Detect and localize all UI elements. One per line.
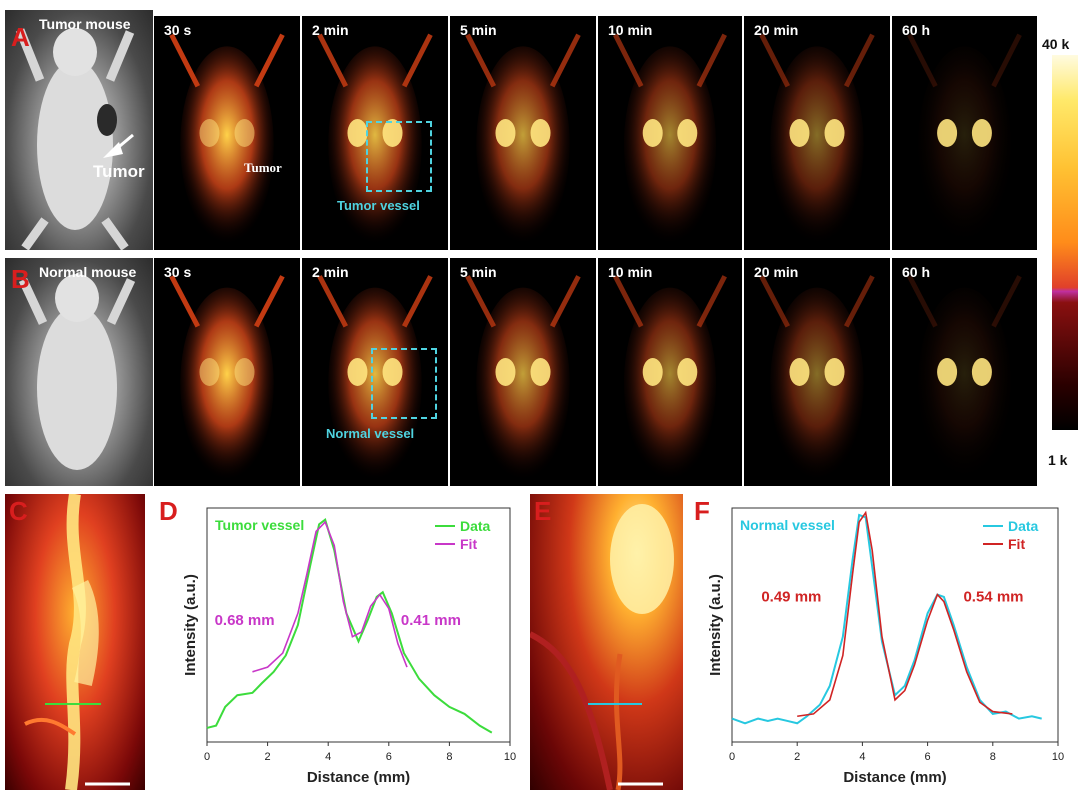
photo-tumor-label: Tumor	[93, 162, 145, 181]
normal-mouse-title: Normal mouse	[39, 264, 137, 280]
x-tick-label: 8	[446, 751, 452, 763]
mouse-fluorescence	[465, 275, 581, 480]
row-b-frame-2: 2 min	[302, 258, 448, 486]
x-tick-label: 6	[386, 751, 392, 763]
normal-mouse-photo: B Normal mouse	[5, 258, 153, 486]
x-tick-label: 10	[1052, 751, 1064, 763]
time-label: 20 min	[754, 264, 799, 280]
mouse-fluorescence	[465, 33, 581, 243]
width-annotation-1: 0.68 mm	[215, 612, 275, 629]
mouse-fluorescence	[759, 275, 875, 480]
width-annotation-1: 0.49 mm	[761, 589, 821, 606]
mouse-fluorescence	[759, 33, 875, 243]
colorbar-max-label: 40 k	[1042, 36, 1070, 52]
tumor-vessel-label: Tumor vessel	[337, 198, 420, 213]
row-a-frame-4: 10 min	[598, 16, 742, 250]
x-tick-label: 10	[504, 751, 516, 763]
chart-d: D 0 2 4 6 8 10 Distance (mm) Intensity (a.u.) Tum…	[153, 494, 528, 794]
normal-vessel-roi	[371, 348, 437, 419]
vessel-image	[530, 504, 674, 790]
mouse-fluorescence	[907, 33, 1022, 243]
plot-frame	[206, 507, 511, 743]
legend-data-label: Data	[1008, 518, 1039, 534]
time-label: 2 min	[312, 22, 349, 38]
chart-title: Normal vessel	[740, 517, 835, 533]
tumor-inline-label: Tumor	[244, 160, 282, 175]
mouse-fluorescence	[613, 275, 727, 480]
time-label: 30 s	[164, 264, 192, 280]
row-b-frame-5: 20 min	[744, 258, 890, 486]
time-label: 60 h	[902, 22, 931, 38]
legend-fit-label: Fit	[1008, 536, 1025, 552]
row-a-frame-3: 5 min	[450, 16, 596, 250]
time-label: 30 s	[164, 22, 192, 38]
panel-a-label: A	[11, 22, 30, 52]
vessel-image	[24, 494, 130, 790]
series-data-line	[731, 513, 1042, 725]
x-tick-label: 6	[925, 751, 931, 763]
time-label: 5 min	[460, 22, 497, 38]
mouse-fluorescence	[169, 33, 285, 243]
x-axis-label: Distance (mm)	[843, 769, 946, 786]
panel-e-label: E	[534, 496, 552, 526]
width-annotation-2: 0.41 mm	[401, 612, 461, 629]
tumor-arrow	[103, 133, 134, 158]
x-tick-label: 4	[859, 751, 865, 763]
panel-c-zoom: C	[5, 494, 145, 790]
time-label: 5 min	[460, 264, 497, 280]
time-label: 20 min	[754, 22, 799, 38]
tumor-mouse-photo: A Tumor mouse Tumor	[5, 10, 153, 250]
mouse-fluorescence	[169, 275, 285, 480]
time-label: 10 min	[608, 22, 653, 38]
series-fit-line	[252, 520, 408, 673]
tumor-vessel-roi	[366, 121, 432, 192]
legend-fit-label: Fit	[460, 536, 477, 552]
panel-c-label: C	[9, 496, 28, 526]
row-b-frame-1: 30 s	[154, 258, 300, 486]
width-annotation-2: 0.54 mm	[963, 589, 1023, 606]
colorbar-min-label: 1 k	[1048, 452, 1068, 468]
panel-e-zoom: E	[530, 494, 683, 790]
row-a-frame-5: 20 min	[744, 16, 890, 250]
x-axis-label: Distance (mm)	[307, 769, 410, 786]
row-b-frame-3: 5 min	[450, 258, 596, 486]
x-tick-label: 0	[204, 751, 210, 763]
mouse-fluorescence	[317, 33, 433, 243]
tumor-mouse-title: Tumor mouse	[39, 16, 131, 32]
plot-frame	[731, 507, 1059, 743]
x-tick-label: 0	[729, 751, 735, 763]
x-tick-label: 2	[794, 751, 800, 763]
x-tick-label: 2	[265, 751, 271, 763]
mouse-fluorescence	[317, 275, 433, 480]
mouse-fluorescence	[613, 33, 727, 243]
mouse-fluorescence	[907, 275, 1022, 480]
normal-vessel-label: Normal vessel	[326, 426, 415, 441]
panel-f-label: F	[694, 496, 710, 526]
panel-b-label: B	[11, 264, 30, 294]
colorbar	[1052, 55, 1078, 430]
mouse-silhouette	[15, 28, 135, 250]
row-b-frame-4: 10 min	[598, 258, 742, 486]
x-tick-label: 8	[990, 751, 996, 763]
row-a-frame-6: 60 h	[892, 16, 1037, 250]
panel-d-label: D	[159, 496, 178, 526]
row-a-frame-1: 30 s	[154, 16, 300, 250]
time-label: 2 min	[312, 264, 349, 280]
time-label: 10 min	[608, 264, 653, 280]
series-fit-line	[797, 510, 1013, 718]
legend-data-label: Data	[460, 518, 491, 534]
row-a-frame-2: 2 min	[302, 16, 448, 250]
row-b-frame-6: 60 h	[892, 258, 1037, 486]
chart-f: F 0 2 4 6 8 10 Distance (mm) Intensity (a.u.) Nor…	[690, 494, 1076, 794]
mouse-silhouette	[18, 274, 136, 470]
chart-title: Tumor vessel	[215, 517, 304, 533]
y-axis-label: Intensity (a.u.)	[707, 574, 724, 676]
y-axis-label: Intensity (a.u.)	[182, 574, 199, 676]
x-tick-label: 4	[325, 751, 331, 763]
time-label: 60 h	[902, 264, 931, 280]
